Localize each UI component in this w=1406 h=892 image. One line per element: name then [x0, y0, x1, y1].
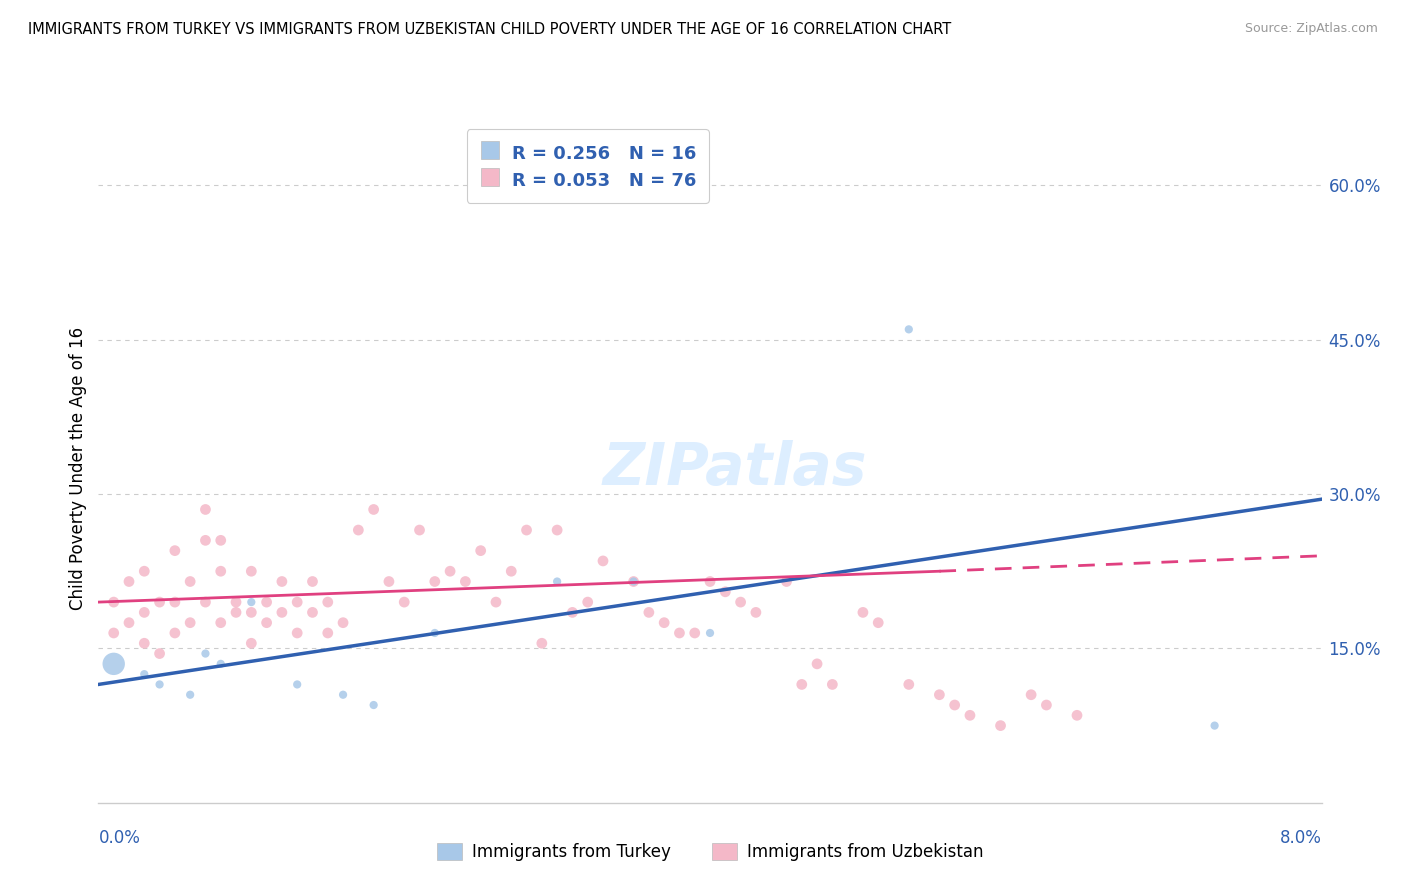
Point: [1035, 698, 1057, 712]
Point: [470, 543, 492, 558]
Point: [775, 574, 797, 589]
Point: [943, 698, 966, 712]
Point: [439, 564, 461, 578]
Point: [134, 564, 156, 578]
Point: [256, 615, 278, 630]
Point: [745, 606, 768, 620]
Point: [149, 647, 172, 661]
Point: [897, 322, 920, 336]
Point: [454, 574, 477, 589]
Point: [959, 708, 981, 723]
Point: [163, 626, 186, 640]
Point: [392, 595, 416, 609]
Point: [118, 574, 141, 589]
Point: [699, 626, 721, 640]
Point: [209, 564, 232, 578]
Point: [637, 606, 661, 620]
Point: [516, 523, 538, 537]
Point: [163, 595, 186, 609]
Point: [209, 533, 232, 548]
Point: [134, 606, 156, 620]
Point: [408, 523, 430, 537]
Point: [179, 615, 201, 630]
Point: [316, 595, 339, 609]
Point: [270, 606, 294, 620]
Point: [897, 677, 920, 691]
Point: [285, 626, 308, 640]
Point: [530, 636, 553, 650]
Point: [134, 667, 156, 681]
Point: [285, 595, 308, 609]
Legend: Immigrants from Turkey, Immigrants from Uzbekistan: Immigrants from Turkey, Immigrants from …: [430, 837, 990, 868]
Point: [363, 698, 385, 712]
Point: [668, 626, 690, 640]
Point: [225, 595, 247, 609]
Point: [868, 615, 890, 630]
Point: [225, 606, 247, 620]
Point: [103, 657, 125, 671]
Y-axis label: Child Poverty Under the Age of 16: Child Poverty Under the Age of 16: [69, 326, 87, 610]
Point: [623, 574, 645, 589]
Point: [194, 533, 217, 548]
Point: [363, 502, 385, 516]
Point: [423, 574, 446, 589]
Point: [163, 543, 186, 558]
Point: [149, 595, 172, 609]
Point: [316, 626, 339, 640]
Point: [852, 606, 875, 620]
Point: [209, 657, 232, 671]
Point: [423, 626, 446, 640]
Point: [546, 523, 568, 537]
Point: [332, 688, 354, 702]
Point: [179, 574, 201, 589]
Point: [256, 595, 278, 609]
Point: [1066, 708, 1088, 723]
Point: [301, 574, 323, 589]
Text: ZIPatlas: ZIPatlas: [602, 440, 866, 497]
Text: 8.0%: 8.0%: [1279, 829, 1322, 847]
Point: [194, 595, 217, 609]
Point: [149, 677, 172, 691]
Point: [576, 595, 599, 609]
Point: [1019, 688, 1042, 702]
Point: [347, 523, 370, 537]
Point: [285, 677, 308, 691]
Point: [699, 574, 721, 589]
Point: [301, 606, 323, 620]
Point: [730, 595, 752, 609]
Point: [103, 626, 125, 640]
Point: [179, 688, 201, 702]
Point: [652, 615, 675, 630]
Point: [683, 626, 706, 640]
Point: [209, 615, 232, 630]
Point: [546, 574, 568, 589]
Text: Source: ZipAtlas.com: Source: ZipAtlas.com: [1244, 22, 1378, 36]
Point: [240, 606, 263, 620]
Point: [118, 615, 141, 630]
Point: [378, 574, 401, 589]
Point: [1204, 718, 1226, 732]
Point: [714, 584, 737, 599]
Point: [821, 677, 844, 691]
Point: [485, 595, 508, 609]
Point: [332, 615, 354, 630]
Point: [240, 636, 263, 650]
Point: [928, 688, 950, 702]
Point: [134, 636, 156, 650]
Point: [561, 606, 583, 620]
Point: [194, 502, 217, 516]
Point: [501, 564, 523, 578]
Text: 0.0%: 0.0%: [98, 829, 141, 847]
Point: [623, 574, 645, 589]
Point: [592, 554, 614, 568]
Point: [806, 657, 828, 671]
Text: IMMIGRANTS FROM TURKEY VS IMMIGRANTS FROM UZBEKISTAN CHILD POVERTY UNDER THE AGE: IMMIGRANTS FROM TURKEY VS IMMIGRANTS FRO…: [28, 22, 952, 37]
Point: [270, 574, 294, 589]
Point: [790, 677, 813, 691]
Point: [103, 595, 125, 609]
Point: [990, 718, 1012, 732]
Point: [240, 595, 263, 609]
Point: [240, 564, 263, 578]
Point: [194, 647, 217, 661]
